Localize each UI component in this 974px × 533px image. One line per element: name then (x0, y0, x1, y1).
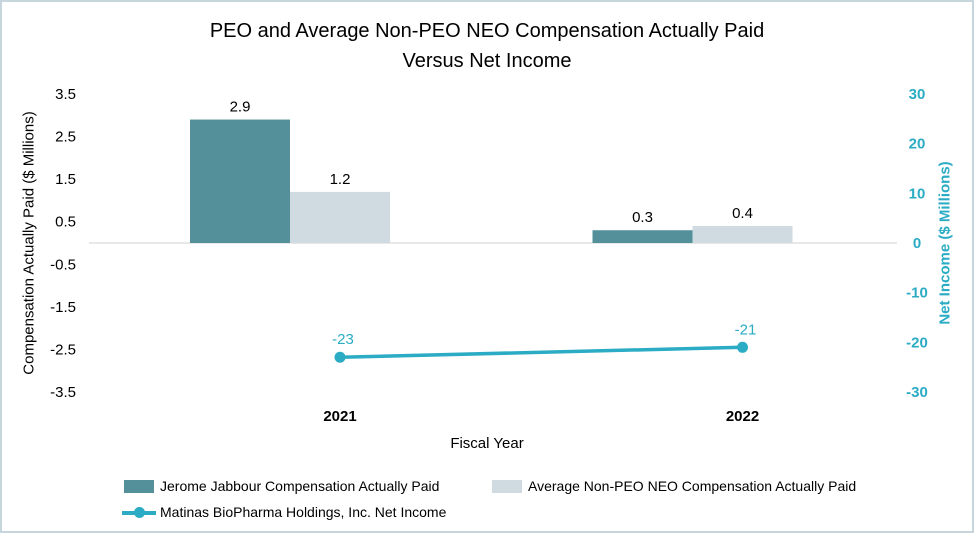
neo-bar-2022 (692, 225, 793, 243)
x-category-label: 2022 (726, 408, 759, 425)
legend-label-peo: Jerome Jabbour Compensation Actually Pai… (160, 478, 440, 494)
neo-bar-legend-swatch (492, 479, 522, 493)
peo-bar-legend-swatch (124, 479, 154, 493)
net-marker-2022 (737, 341, 748, 353)
neo-bar-value-label: 1.2 (330, 171, 351, 188)
legend-label-neo: Average Non-PEO NEO Compensation Actuall… (528, 478, 857, 494)
circle-marker-icon (134, 506, 145, 518)
x-axis-title: Fiscal Year (450, 435, 524, 452)
x-category-label: 2021 (323, 408, 356, 425)
right-axis-tick: -20 (906, 334, 928, 351)
left-axis-tick: 3.5 (55, 86, 76, 103)
chart-title-line2: Versus Net Income (402, 50, 572, 72)
net-line (339, 345, 743, 359)
neo-bar-value-label: 0.4 (732, 205, 753, 222)
left-axis-tick: -1.5 (50, 299, 76, 316)
chart-title: PEO and Average Non-PEO NEO Compensation… (2, 16, 972, 76)
left-axis-tick: 1.5 (55, 171, 76, 188)
left-axis-tick: 0.5 (55, 214, 76, 231)
left-axis-tick: -0.5 (50, 256, 76, 273)
left-axis-tick: -3.5 (50, 384, 76, 401)
peo-bar-value-label: 0.3 (632, 209, 653, 226)
legend-item-peo: Jerome Jabbour Compensation Actually Pai… (124, 478, 439, 494)
legend-item-net: Matinas BioPharma Holdings, Inc. Net Inc… (122, 504, 446, 520)
plot-area: 3.5 2.5 1.5 0.5 -0.5 -1.5 -2.5 -3.5 30 20 10 0 -10 -2… (50, 86, 928, 425)
left-axis-tick: 2.5 (55, 129, 76, 146)
peo-bar-value-label: 2.9 (230, 99, 251, 116)
right-axis-tick: 0 (913, 235, 921, 252)
right-axis-tick: -10 (906, 285, 928, 302)
peo-bar-2021 (190, 119, 290, 243)
net-marker-2021 (334, 351, 346, 363)
right-axis-tick: 20 (909, 136, 926, 153)
net-value-label: -23 (332, 331, 354, 348)
net-income-line-legend-swatch (122, 506, 156, 519)
net-value-label: -21 (735, 321, 757, 338)
right-axis-tick: 30 (909, 86, 926, 103)
legend-item-neo: Average Non-PEO NEO Compensation Actuall… (492, 478, 856, 494)
peo-bar-2022 (592, 230, 693, 243)
chart-title-line1: PEO and Average Non-PEO NEO Compensation… (209, 20, 765, 42)
right-axis-tick: -30 (906, 384, 928, 401)
legend-label-net: Matinas BioPharma Holdings, Inc. Net Inc… (160, 504, 447, 520)
neo-bar-2021 (290, 191, 390, 243)
right-axis-tick: 10 (909, 185, 926, 202)
left-axis-tick: -2.5 (50, 341, 76, 358)
